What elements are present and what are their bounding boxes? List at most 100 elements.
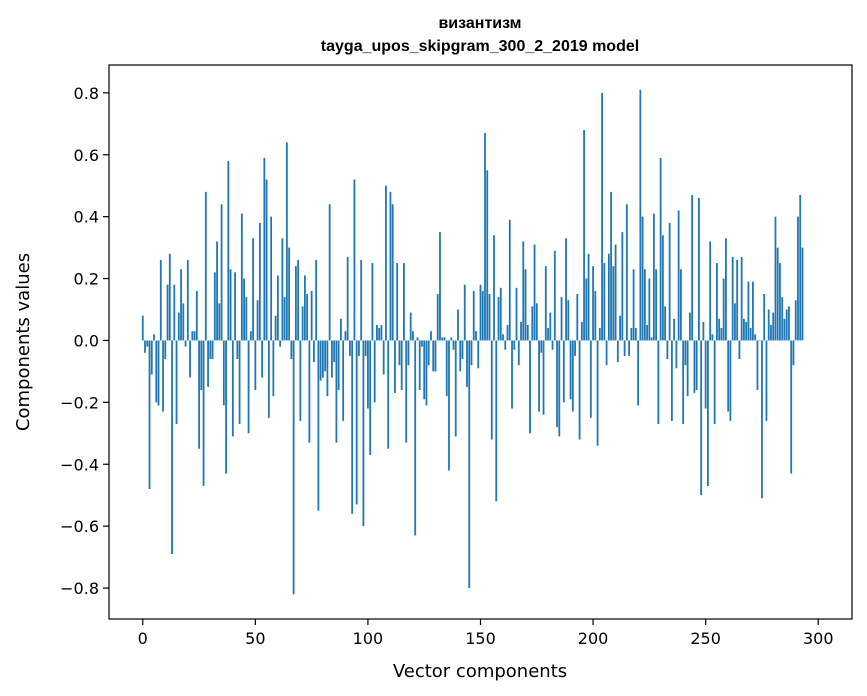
- bar-273: [756, 340, 759, 390]
- bar-213: [621, 232, 624, 341]
- bar-85: [333, 340, 336, 363]
- bar-159: [499, 287, 502, 341]
- bar-101: [369, 340, 372, 455]
- bar-175: [535, 303, 538, 341]
- y-tick-label: 0.4: [74, 208, 99, 227]
- bar-194: [578, 340, 581, 440]
- bar-142: [461, 340, 464, 360]
- bar-15: [175, 340, 178, 425]
- bar-289: [792, 340, 795, 366]
- bar-234: [668, 222, 671, 341]
- bar-55: [265, 179, 268, 341]
- bar-211: [616, 340, 619, 363]
- bar-72: [303, 275, 306, 341]
- bar-70: [299, 340, 302, 421]
- bar-271: [752, 281, 754, 341]
- bar-250: [704, 340, 707, 409]
- bar-133: [441, 337, 444, 341]
- bar-260: [727, 340, 730, 412]
- bar-190: [569, 340, 572, 400]
- bar-136: [448, 340, 450, 471]
- bar-179: [544, 266, 547, 341]
- bar-97: [360, 259, 363, 341]
- bar-208: [610, 191, 612, 341]
- bar-83: [328, 204, 331, 341]
- bar-68: [294, 266, 297, 341]
- bar-259: [725, 238, 727, 341]
- bar-92: [349, 340, 351, 356]
- bar-141: [459, 340, 462, 372]
- bar-160: [502, 334, 504, 341]
- bar-60: [276, 275, 279, 341]
- bar-8: [159, 259, 162, 341]
- bar-224: [646, 324, 649, 341]
- bar-249: [702, 321, 705, 341]
- bar-185: [558, 340, 561, 437]
- bar-225: [648, 278, 651, 341]
- bar-110: [389, 191, 392, 341]
- bar-134: [443, 337, 446, 341]
- bar-279: [770, 324, 772, 341]
- bar-278: [767, 309, 770, 341]
- bar-206: [605, 340, 608, 366]
- bar-229: [657, 340, 660, 425]
- bar-18: [182, 303, 185, 341]
- bar-207: [607, 253, 610, 341]
- bar-183: [553, 250, 556, 341]
- bar-26: [200, 340, 203, 390]
- bar-4: [150, 340, 153, 375]
- bar-290: [794, 300, 797, 341]
- bar-49: [252, 238, 254, 341]
- bar-293: [801, 247, 804, 341]
- y-tick-label: 0.2: [74, 270, 99, 289]
- plot-frame: [108, 64, 853, 620]
- bar-283: [779, 263, 781, 341]
- bar-77: [315, 259, 318, 341]
- bar-198: [587, 253, 590, 341]
- bar-36: [222, 340, 225, 406]
- bar-20: [186, 259, 189, 341]
- x-tick-label: 250: [690, 629, 721, 648]
- bar-6: [155, 340, 158, 403]
- bar-204: [601, 92, 603, 341]
- bar-275: [761, 340, 763, 499]
- bar-220: [637, 340, 640, 406]
- bar-123: [418, 340, 421, 390]
- bar-103: [373, 340, 376, 403]
- bar-115: [400, 340, 403, 390]
- bar-254: [713, 340, 716, 425]
- bar-203: [598, 328, 601, 341]
- bar-212: [619, 315, 621, 341]
- bar-226: [650, 337, 653, 341]
- bar-10: [164, 340, 167, 360]
- bar-44: [240, 213, 243, 341]
- bar-127: [427, 340, 430, 366]
- bar-0: [141, 315, 144, 341]
- bar-9: [162, 340, 164, 412]
- bar-47: [247, 340, 250, 434]
- bar-129: [432, 340, 435, 372]
- bar-45: [243, 278, 245, 341]
- bar-282: [776, 247, 779, 341]
- bar-105: [378, 328, 381, 341]
- bar-122: [416, 337, 419, 341]
- bar-196: [583, 129, 585, 341]
- bar-267: [743, 318, 745, 341]
- bar-131: [436, 294, 439, 341]
- bar-31: [211, 340, 214, 360]
- bar-172: [529, 340, 531, 434]
- bar-99: [364, 340, 367, 356]
- bar-112: [394, 340, 396, 394]
- bar-191: [571, 340, 574, 412]
- bar-221: [639, 89, 642, 341]
- bar-166: [515, 287, 518, 341]
- bar-181: [549, 312, 552, 341]
- bar-130: [434, 340, 437, 372]
- bar-109: [387, 340, 390, 449]
- bar-162: [506, 324, 509, 341]
- bar-98: [362, 340, 365, 527]
- bar-119: [409, 312, 412, 341]
- bar-61: [279, 340, 282, 347]
- bar-28: [204, 191, 207, 341]
- bar-19: [184, 340, 187, 347]
